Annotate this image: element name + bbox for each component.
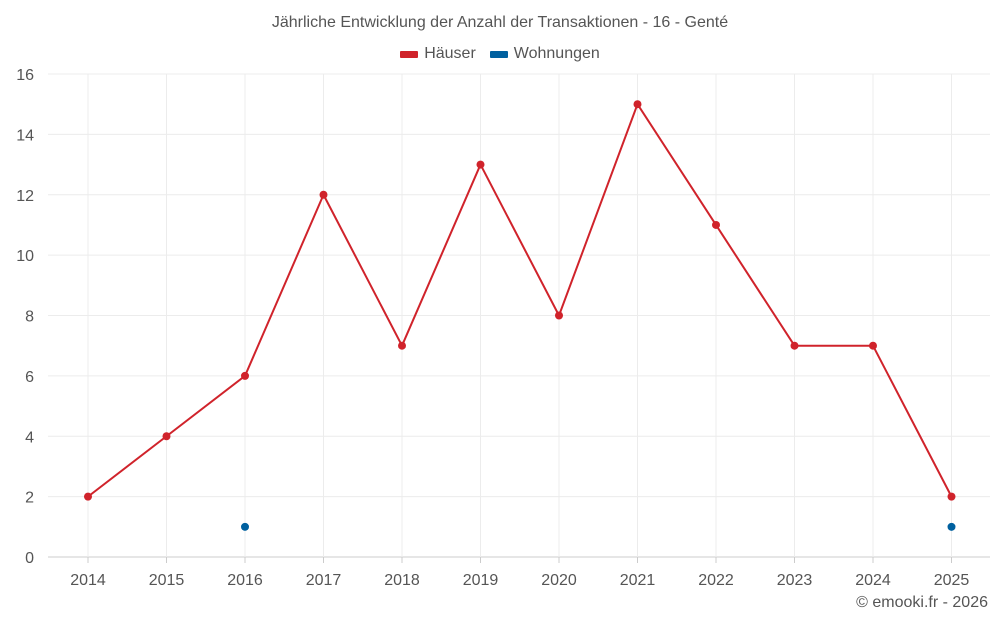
legend-item-haeuser[interactable]: Häuser [400, 45, 476, 63]
y-tick-label: 14 [16, 127, 34, 144]
data-point-wohnungen-2025 [947, 522, 956, 531]
y-tick-label: 6 [25, 369, 34, 386]
y-tick-label: 16 [16, 67, 34, 84]
data-point-haeuser-2024 [869, 341, 877, 350]
data-point-haeuser-2022 [712, 220, 720, 229]
data-point-haeuser-2020 [555, 311, 563, 320]
x-tick-label: 2023 [777, 572, 813, 589]
credit-text: © emooki.fr - 2026 [856, 594, 988, 611]
y-tick-label: 10 [16, 248, 34, 265]
legend: Häuser Wohnungen [0, 45, 1000, 63]
data-point-haeuser-2023 [790, 341, 799, 350]
legend-swatch-wohnungen [489, 50, 508, 58]
x-tick-label: 2014 [70, 572, 106, 589]
chart-title: Jährliche Entwicklung der Anzahl der Tra… [271, 14, 729, 31]
x-tick-label: 2021 [620, 572, 656, 589]
y-tick-label: 0 [25, 550, 34, 567]
data-point-haeuser-2019 [476, 160, 485, 169]
data-point-haeuser-2018 [398, 341, 406, 350]
data-point-haeuser-2021 [633, 100, 642, 109]
data-point-haeuser-2014 [84, 492, 92, 501]
data-point-haeuser-2017 [319, 190, 328, 199]
data-point-haeuser-2015 [162, 432, 171, 441]
data-point-haeuser-2025 [947, 492, 956, 501]
data-point-wohnungen-2016 [241, 522, 249, 531]
x-tick-label: 2017 [306, 572, 342, 589]
y-tick-label: 4 [25, 429, 34, 446]
y-tick-label: 2 [25, 490, 34, 507]
x-tick-label: 2025 [934, 572, 970, 589]
x-tick-label: 2022 [698, 572, 734, 589]
x-tick-label: 2024 [855, 572, 891, 589]
x-tick-label: 2018 [384, 572, 420, 589]
series-line-haeuser [87, 103, 953, 498]
data-point-haeuser-2016 [241, 371, 249, 380]
legend-label-haeuser: Häuser [424, 45, 476, 62]
legend-label-wohnungen: Wohnungen [513, 45, 600, 62]
x-tick-label: 2020 [541, 572, 577, 589]
legend-item-wohnungen[interactable]: Wohnungen [489, 45, 600, 63]
y-tick-label: 8 [25, 309, 34, 326]
x-tick-label: 2015 [149, 572, 185, 589]
legend-swatch-haeuser [400, 50, 419, 58]
x-tick-label: 2016 [227, 572, 263, 589]
y-tick-label: 12 [16, 188, 34, 205]
x-tick-label: 2019 [463, 572, 499, 589]
